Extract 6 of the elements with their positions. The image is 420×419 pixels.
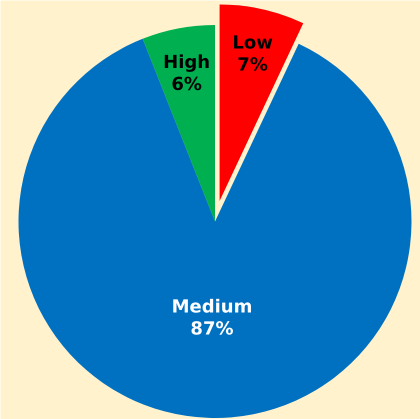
- slice-label: Low: [232, 32, 273, 54]
- data-label: 7%: [237, 54, 268, 76]
- data-label: 87%: [190, 318, 234, 340]
- data-label: 6%: [171, 74, 202, 95]
- slice-label: High: [163, 52, 210, 73]
- slice-label: Medium: [172, 296, 252, 318]
